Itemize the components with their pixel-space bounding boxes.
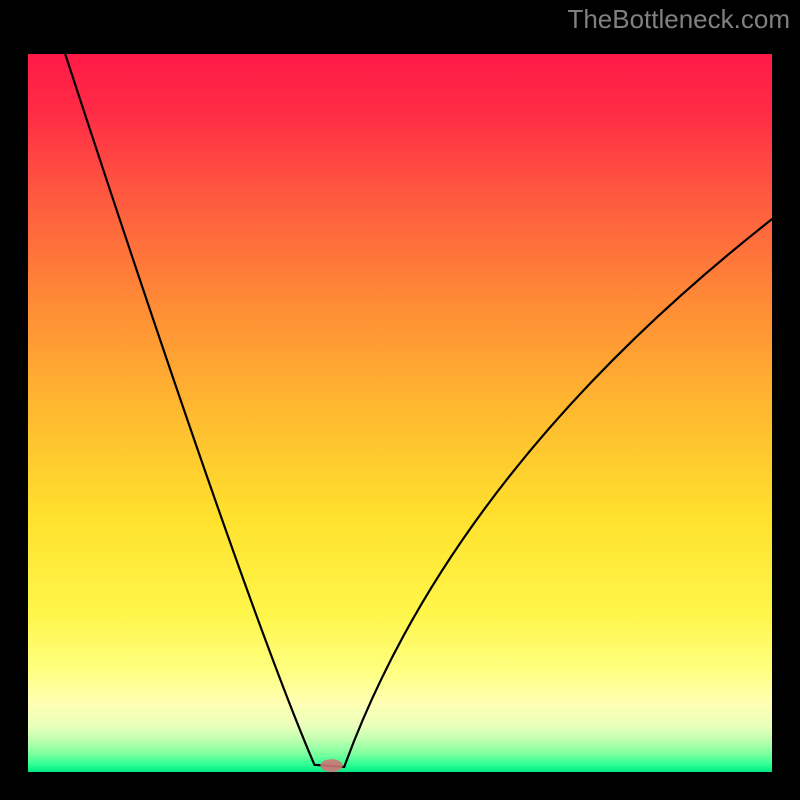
bottleneck-chart bbox=[28, 54, 772, 772]
optimal-marker bbox=[320, 759, 342, 772]
gradient-background bbox=[28, 54, 772, 772]
watermark-text: TheBottleneck.com bbox=[567, 4, 790, 35]
